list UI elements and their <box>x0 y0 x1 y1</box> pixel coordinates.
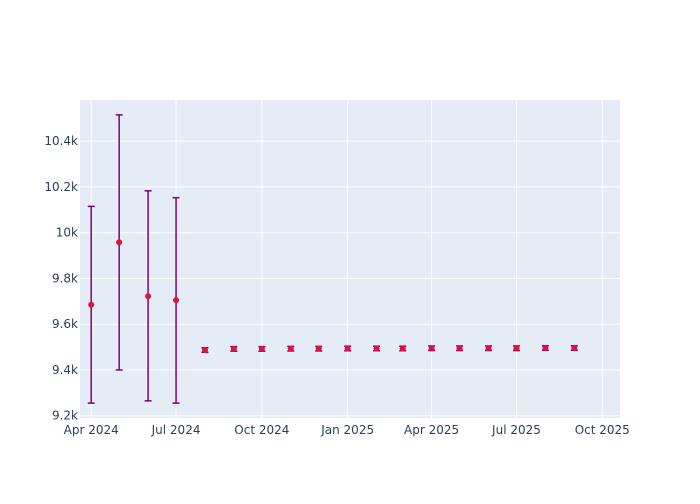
data-point <box>344 345 351 352</box>
x-tick-label: Apr 2024 <box>64 423 119 437</box>
x-axis-ticks: Apr 2024 Jul 2024 Oct 2024 Jan 2025 Apr 2025… <box>64 423 630 437</box>
data-point <box>399 345 406 352</box>
y-tick-label: 9.4k <box>52 363 78 377</box>
data-point <box>315 345 322 352</box>
data-point <box>145 293 152 300</box>
data-point <box>513 345 520 352</box>
y-axis-ticks: 9.2k 9.4k 9.6k 9.8k 10k 10.2k 10.4k <box>44 134 78 423</box>
x-tick-label: Oct 2025 <box>575 423 630 437</box>
y-tick-label: 10.2k <box>44 180 78 194</box>
plot-area <box>80 100 620 418</box>
y-tick-label: 10.4k <box>44 134 78 148</box>
y-tick-label: 10k <box>56 226 78 240</box>
x-tick-label: Jul 2024 <box>151 423 201 437</box>
data-point <box>230 345 237 352</box>
y-tick-label: 9.2k <box>52 409 78 423</box>
data-point <box>258 345 265 352</box>
x-tick-label: Jul 2025 <box>491 423 541 437</box>
data-point <box>116 239 123 246</box>
data-markers <box>88 239 578 354</box>
data-point <box>571 344 578 351</box>
y-tick-label: 9.8k <box>52 271 78 285</box>
data-point <box>428 345 435 352</box>
data-point <box>456 345 463 352</box>
data-point <box>542 344 549 351</box>
x-tick-label: Apr 2025 <box>404 423 459 437</box>
data-point <box>485 345 492 352</box>
data-point <box>88 301 95 308</box>
data-point <box>173 297 180 304</box>
x-tick-label: Oct 2024 <box>234 423 289 437</box>
y-tick-label: 9.6k <box>52 317 78 331</box>
data-point <box>201 347 208 354</box>
data-point <box>373 345 380 352</box>
x-tick-label: Jan 2025 <box>320 423 374 437</box>
y-gridlines <box>80 140 620 417</box>
data-point <box>287 345 294 352</box>
